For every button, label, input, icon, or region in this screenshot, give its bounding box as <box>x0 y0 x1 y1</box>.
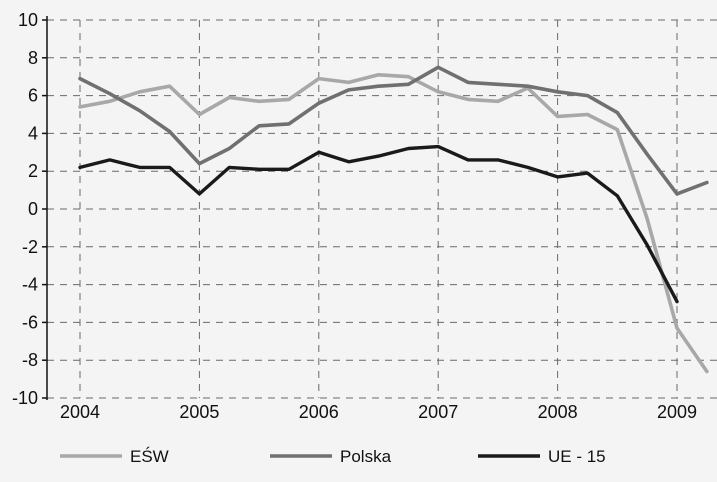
x-tick-label: 2007 <box>418 402 458 422</box>
axes <box>42 16 48 400</box>
legend-label: EŚW <box>130 447 169 466</box>
series-line-ue-15 <box>78 144 679 304</box>
grid <box>47 19 717 399</box>
y-tick-label: 4 <box>28 123 38 143</box>
y-tick-label: 6 <box>28 86 38 106</box>
legend-label: Polska <box>340 447 392 466</box>
legend-label: UE - 15 <box>548 447 606 466</box>
series-line-e-w <box>78 73 709 374</box>
y-tick-label: -4 <box>22 275 38 295</box>
y-tick-label: 0 <box>28 199 38 219</box>
y-tick-label: 8 <box>28 48 38 68</box>
x-tick-label: 2008 <box>538 402 578 422</box>
tick-labels: 10 8 6 4 2 0 -2 -4 -6 -8 -10 2004 2005 2006 2007 2008 20… <box>12 10 697 422</box>
legend: EŚW Polska UE - 15 <box>60 447 606 466</box>
y-tick-label: 2 <box>28 161 38 181</box>
y-tick-label: -6 <box>22 312 38 332</box>
x-tick-label: 2005 <box>179 402 219 422</box>
series-line-polska <box>78 65 709 196</box>
y-tick-label: 10 <box>18 10 38 30</box>
y-tick-label: -8 <box>22 350 38 370</box>
x-tick-label: 2006 <box>299 402 339 422</box>
x-tick-label: 2004 <box>60 402 100 422</box>
y-tick-label: -10 <box>12 388 38 408</box>
x-tick-label: 2009 <box>657 402 697 422</box>
y-tick-label: -2 <box>22 237 38 257</box>
series-lines <box>78 65 709 374</box>
